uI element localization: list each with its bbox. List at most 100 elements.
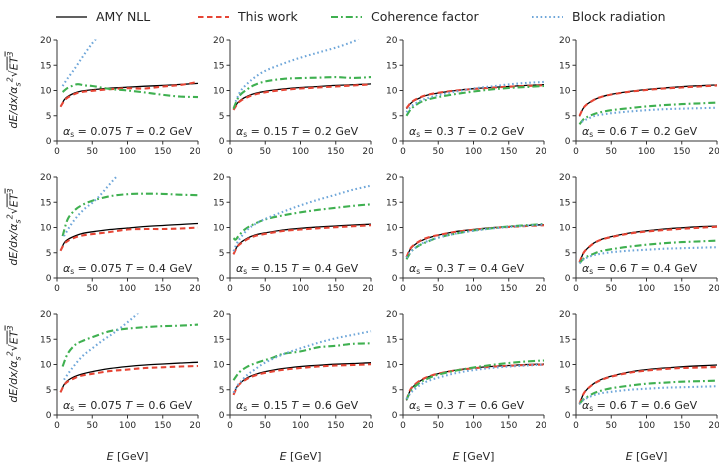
- x-tick-label: 100: [465, 147, 482, 157]
- subplot-annotation: αs = 0.075 T = 0.2 GeV: [63, 125, 193, 139]
- x-tick-label: 100: [292, 421, 309, 431]
- curve-coherence-factor: [61, 192, 199, 237]
- x-tick-label: 0: [227, 421, 233, 431]
- curve-block-radiation: [581, 106, 718, 123]
- y-tick-label: 20: [559, 36, 571, 46]
- subplot-annotation: αs = 0.15 T = 0.4 GeV: [236, 262, 359, 276]
- subplot-annotation: αs = 0.6 T = 0.2 GeV: [582, 125, 698, 139]
- y-tick-label: 5: [219, 112, 225, 122]
- curve-block-radiation: [405, 363, 545, 400]
- x-tick-label: 100: [119, 421, 136, 431]
- y-tick-label: 10: [40, 87, 52, 97]
- y-tick-label: 0: [46, 274, 52, 284]
- legend-line-dotted-icon: [532, 15, 563, 18]
- x-tick-label: 0: [227, 147, 233, 157]
- subplot-r0c0: 05101520050100150200αs = 0.075 T = 0.2 G…: [40, 36, 200, 157]
- x-tick-label: 100: [119, 284, 136, 294]
- y-tick-label: 20: [213, 173, 225, 183]
- y-axis-label-row2: dE/dx/αs2√ET3: [5, 325, 23, 403]
- curve-coherence-factor: [578, 379, 718, 405]
- x-tick-label: 200: [189, 421, 200, 431]
- y-tick-label: 10: [213, 361, 225, 371]
- legend-line-dashdot-icon: [331, 15, 362, 18]
- subplot-r0c1: 05101520050100150200αs = 0.15 T = 0.2 Ge…: [213, 36, 373, 157]
- y-tick-label: 0: [565, 274, 571, 284]
- x-tick-label: 200: [189, 284, 200, 294]
- curve-block-radiation: [578, 246, 718, 265]
- x-tick-label: 50: [260, 284, 272, 294]
- x-tick-label: 50: [433, 421, 445, 431]
- curve-amy-nll: [232, 362, 372, 396]
- x-axis-label-col3: E [GeV]: [625, 450, 668, 463]
- x-tick-label: 150: [154, 421, 171, 431]
- y-tick-label: 10: [386, 361, 398, 371]
- legend-item-block-radiation: Block radiation: [531, 9, 666, 24]
- x-tick-label: 0: [573, 147, 579, 157]
- subplot-annotation: αs = 0.3 T = 0.6 GeV: [409, 399, 525, 413]
- x-tick-label: 150: [154, 147, 171, 157]
- x-tick-label: 50: [433, 147, 445, 157]
- subplot-r1c1: 05101520050100150200αs = 0.15 T = 0.4 Ge…: [213, 173, 373, 294]
- y-tick-label: 15: [386, 61, 397, 71]
- x-tick-label: 50: [87, 421, 99, 431]
- x-tick-label: 150: [673, 147, 690, 157]
- curve-block-radiation: [63, 176, 119, 237]
- curve-amy-nll: [59, 361, 199, 393]
- y-tick-label: 20: [40, 310, 52, 320]
- y-tick-label: 20: [559, 173, 571, 183]
- x-tick-label: 150: [673, 284, 690, 294]
- y-tick-label: 0: [392, 137, 398, 147]
- y-tick-label: 5: [565, 249, 571, 259]
- curve-amy-nll: [578, 84, 718, 117]
- x-tick-label: 100: [638, 421, 655, 431]
- y-tick-label: 0: [392, 274, 398, 284]
- x-tick-label: 100: [292, 147, 309, 157]
- y-tick-label: 5: [392, 112, 398, 122]
- x-tick-label: 100: [119, 147, 136, 157]
- y-tick-label: 15: [559, 335, 570, 345]
- y-tick-label: 0: [46, 411, 52, 421]
- curve-block-radiation: [232, 330, 372, 394]
- curve-coherence-factor: [61, 323, 199, 367]
- y-tick-label: 0: [219, 411, 225, 421]
- subplot-r1c3: 05101520050100150200αs = 0.6 T = 0.4 GeV: [559, 173, 719, 294]
- x-tick-label: 0: [54, 147, 60, 157]
- x-tick-label: 200: [708, 147, 719, 157]
- y-tick-label: 5: [392, 249, 398, 259]
- y-tick-label: 10: [559, 87, 571, 97]
- y-tick-label: 15: [40, 335, 51, 345]
- y-tick-label: 20: [213, 310, 225, 320]
- y-tick-label: 0: [219, 137, 225, 147]
- x-tick-label: 200: [362, 284, 373, 294]
- y-tick-label: 10: [40, 224, 52, 234]
- x-tick-label: 200: [708, 284, 719, 294]
- y-tick-label: 5: [46, 112, 52, 122]
- x-tick-label: 0: [227, 284, 233, 294]
- subplot-annotation: αs = 0.075 T = 0.6 GeV: [63, 399, 193, 413]
- y-tick-label: 10: [386, 87, 398, 97]
- subplot-r2c0: 05101520050100150200αs = 0.075 T = 0.6 G…: [40, 310, 200, 431]
- curve-coherence-factor: [405, 84, 545, 117]
- curve-this-work: [232, 224, 372, 255]
- y-tick-label: 5: [565, 386, 571, 396]
- y-tick-label: 10: [559, 224, 571, 234]
- curve-this-work: [578, 225, 718, 263]
- subplot-annotation: αs = 0.3 T = 0.2 GeV: [409, 125, 525, 139]
- subplot-r2c2: 05101520050100150200αs = 0.3 T = 0.6 GeV: [386, 310, 546, 431]
- legend-label: Block radiation: [572, 9, 666, 24]
- y-tick-label: 20: [40, 173, 52, 183]
- x-tick-label: 0: [54, 284, 60, 294]
- subplot-r2c1: 05101520050100150200αs = 0.15 T = 0.6 Ge…: [213, 310, 373, 431]
- legend-item-amy-nll: AMY NLL: [55, 9, 150, 24]
- y-tick-label: 15: [386, 335, 397, 345]
- y-tick-label: 10: [559, 361, 571, 371]
- y-tick-label: 0: [565, 411, 571, 421]
- y-tick-label: 15: [559, 61, 570, 71]
- curve-amy-nll: [578, 225, 718, 264]
- curve-block-radiation: [578, 385, 718, 405]
- curve-block-radiation: [232, 184, 372, 252]
- x-tick-label: 0: [54, 421, 60, 431]
- y-tick-label: 5: [46, 249, 52, 259]
- x-tick-label: 200: [362, 147, 373, 157]
